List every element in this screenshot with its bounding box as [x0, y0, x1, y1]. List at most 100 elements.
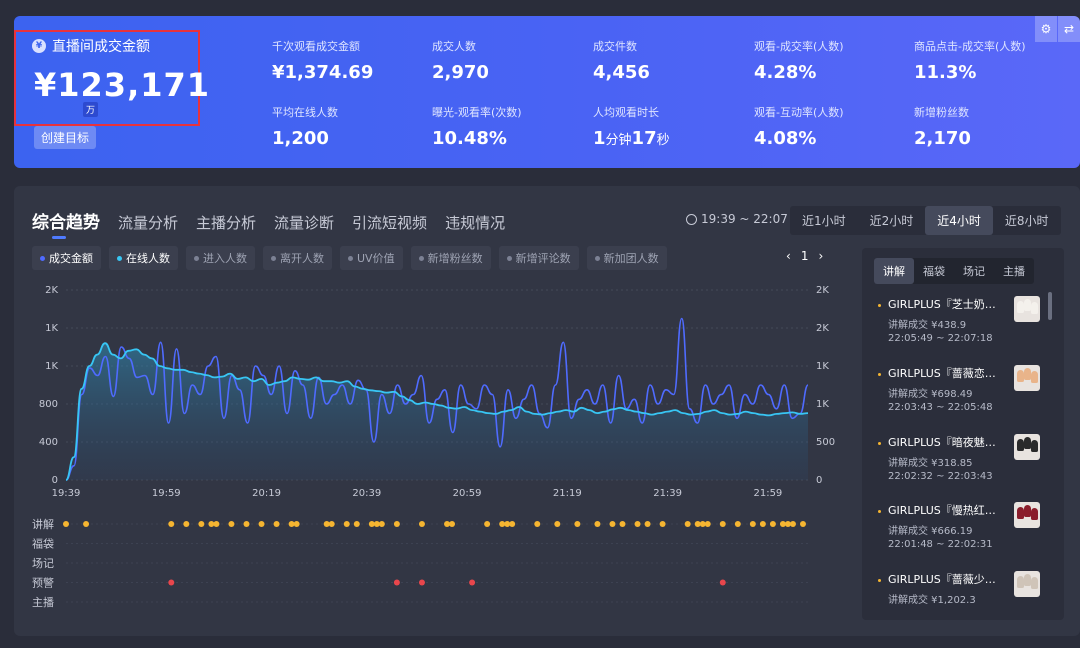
explain-event-dot — [659, 521, 666, 527]
metric-view-conversion: 观看-成交率(人数) 4.28% — [754, 38, 844, 83]
explain-event-dot — [684, 521, 691, 527]
explain-event-dot — [63, 521, 69, 527]
list-scrollbar[interactable] — [1048, 292, 1052, 320]
legend-dot — [594, 255, 600, 261]
metric-label: 曝光-观看率(次数) — [432, 106, 522, 119]
explain-event-dot — [509, 521, 516, 527]
legend-dot — [117, 255, 122, 261]
item-sales: 讲解成交 ¥698.49 — [888, 389, 973, 400]
explain-event-dot — [609, 521, 616, 527]
tab-overview[interactable]: 综合趋势 — [32, 208, 100, 239]
product-thumbnail — [1014, 571, 1040, 597]
explain-list-panel: 讲解 福袋 场记 主播 GIRLPLUS『芝士奶… 讲解成交 ¥438.9 22… — [862, 248, 1064, 620]
explain-event-dot — [749, 521, 756, 527]
metric-label: 千次观看成交金额 — [272, 40, 360, 53]
explain-event-dot — [719, 521, 726, 527]
explain-event-dot — [789, 521, 796, 527]
explain-event-dot — [644, 521, 651, 527]
x-tick-label: 19:59 — [152, 488, 181, 499]
swap-icon[interactable]: ⇄ — [1058, 16, 1080, 42]
time-range: 19:39 ~ 22:07 — [686, 212, 788, 226]
legend-dot — [506, 255, 512, 261]
side-tabs: 讲解 福袋 场记 主播 — [874, 258, 1034, 284]
tab-short-video[interactable]: 引流短视频 — [352, 214, 428, 232]
list-item[interactable]: GIRLPLUS『蔷薇恋… 讲解成交 ¥698.49 22:03:43 ~ 22… — [878, 365, 1048, 427]
gear-icon[interactable]: ⚙ — [1035, 16, 1057, 42]
nail-swatch — [1024, 574, 1031, 586]
explain-event-dot — [704, 521, 711, 527]
explain-event-dot — [198, 521, 205, 527]
event-row-label: 预警 — [32, 576, 54, 590]
nail-swatch — [1031, 508, 1038, 520]
metric-exposure-view-rate: 曝光-观看率(次数) 10.48% — [432, 104, 522, 149]
range-4h-button[interactable]: 近4小时 — [925, 206, 993, 235]
panel-tabs: 综合趋势 流量分析 主播分析 流量诊断 引流短视频 违规情况 — [32, 208, 505, 239]
item-time: 22:01:48 ~ 22:02:31 — [888, 539, 993, 550]
legend-dot — [194, 255, 199, 261]
legend-label: 进入人数 — [203, 252, 247, 265]
online-area — [66, 343, 808, 480]
legend-uv-value[interactable]: UV价值 — [340, 246, 403, 270]
explain-event-dot — [784, 521, 791, 527]
tab-diagnosis[interactable]: 流量诊断 — [274, 214, 335, 232]
legend-new-comments[interactable]: 新增评论数 — [498, 246, 579, 270]
legend-enter[interactable]: 进入人数 — [186, 246, 255, 270]
list-item[interactable]: GIRLPLUS『慢热红… 讲解成交 ¥666.19 22:01:48 ~ 22… — [878, 502, 1048, 564]
explain-event-dot — [323, 521, 330, 527]
side-tab-lucky-bag[interactable]: 福袋 — [923, 265, 945, 278]
highlight-box — [14, 30, 200, 126]
metric-value: 1分钟17秒 — [593, 128, 670, 149]
explain-event-dot — [799, 521, 806, 527]
legend-label: 新加团人数 — [603, 252, 659, 265]
legend-new-group[interactable]: 新加团人数 — [586, 246, 667, 270]
legend-dot — [271, 255, 276, 261]
metric-value: 4.28% — [754, 62, 817, 83]
metric-click-conversion: 商品点击-成交率(人数) 11.3% — [914, 38, 1026, 83]
item-sales: 讲解成交 ¥318.85 — [888, 458, 973, 469]
side-tab-anchor[interactable]: 主播 — [1003, 265, 1025, 278]
explain-event-dot — [208, 521, 215, 527]
y-left-tick-label: 2K — [45, 285, 58, 296]
create-target-button[interactable]: 创建目标 — [34, 126, 97, 149]
range-2h-button[interactable]: 近2小时 — [869, 214, 914, 228]
range-8h-button[interactable]: 近8小时 — [1004, 214, 1049, 228]
legend-label: UV价值 — [357, 252, 395, 265]
tab-violations[interactable]: 违规情况 — [445, 214, 506, 232]
metric-value: 2,970 — [432, 62, 489, 83]
list-item[interactable]: GIRLPLUS『蔷薇少… 讲解成交 ¥1,202.3 — [878, 571, 1048, 633]
x-tick-label: 20:19 — [252, 488, 281, 499]
y-right-tick-label: 1K — [816, 399, 829, 410]
metric-interaction-rate: 观看-互动率(人数) 4.08% — [754, 104, 844, 149]
explain-event-dot — [594, 521, 601, 527]
side-tab-notes[interactable]: 场记 — [963, 265, 985, 278]
y-left-tick-label: 1K — [45, 323, 58, 334]
pager-page: 1 — [800, 249, 809, 263]
x-tick-label: 20:59 — [453, 488, 482, 499]
x-tick-label: 21:19 — [553, 488, 582, 499]
tab-traffic[interactable]: 流量分析 — [118, 214, 179, 232]
item-title: GIRLPLUS『慢热红… — [888, 504, 996, 517]
nail-swatch — [1031, 440, 1038, 452]
side-tab-explain[interactable]: 讲解 — [874, 258, 914, 284]
item-title: GIRLPLUS『暗夜魅… — [888, 436, 996, 449]
legend-gmv[interactable]: 成交金额 — [32, 246, 101, 270]
pager-next-icon[interactable]: › — [818, 249, 824, 263]
metric-label: 人均观看时长 — [593, 106, 659, 119]
metric-label: 观看-互动率(人数) — [754, 106, 844, 119]
explain-event-dot — [183, 521, 190, 527]
item-time: 22:02:32 ~ 22:03:43 — [888, 471, 993, 482]
list-item[interactable]: GIRLPLUS『芝士奶… 讲解成交 ¥438.9 22:05:49 ~ 22:… — [878, 296, 1048, 358]
range-1h-button[interactable]: 近1小时 — [802, 214, 846, 228]
metric-cpm-gmv: 千次观看成交金额 ¥1,374.69 — [272, 38, 373, 83]
legend-online[interactable]: 在线人数 — [109, 246, 178, 270]
legend-new-fans[interactable]: 新增粉丝数 — [410, 246, 491, 270]
list-item[interactable]: GIRLPLUS『暗夜魅… 讲解成交 ¥318.85 22:02:32 ~ 22… — [878, 434, 1048, 496]
tab-anchor[interactable]: 主播分析 — [196, 214, 257, 232]
legend-leave[interactable]: 离开人数 — [263, 246, 332, 270]
legend-label: 在线人数 — [126, 252, 170, 265]
pager-prev-icon[interactable]: ‹ — [786, 249, 791, 263]
explain-event-dot — [293, 521, 300, 527]
legend-label: 新增粉丝数 — [427, 252, 483, 265]
metric-value: 10.48% — [432, 128, 507, 149]
explain-event-dot — [288, 521, 295, 527]
